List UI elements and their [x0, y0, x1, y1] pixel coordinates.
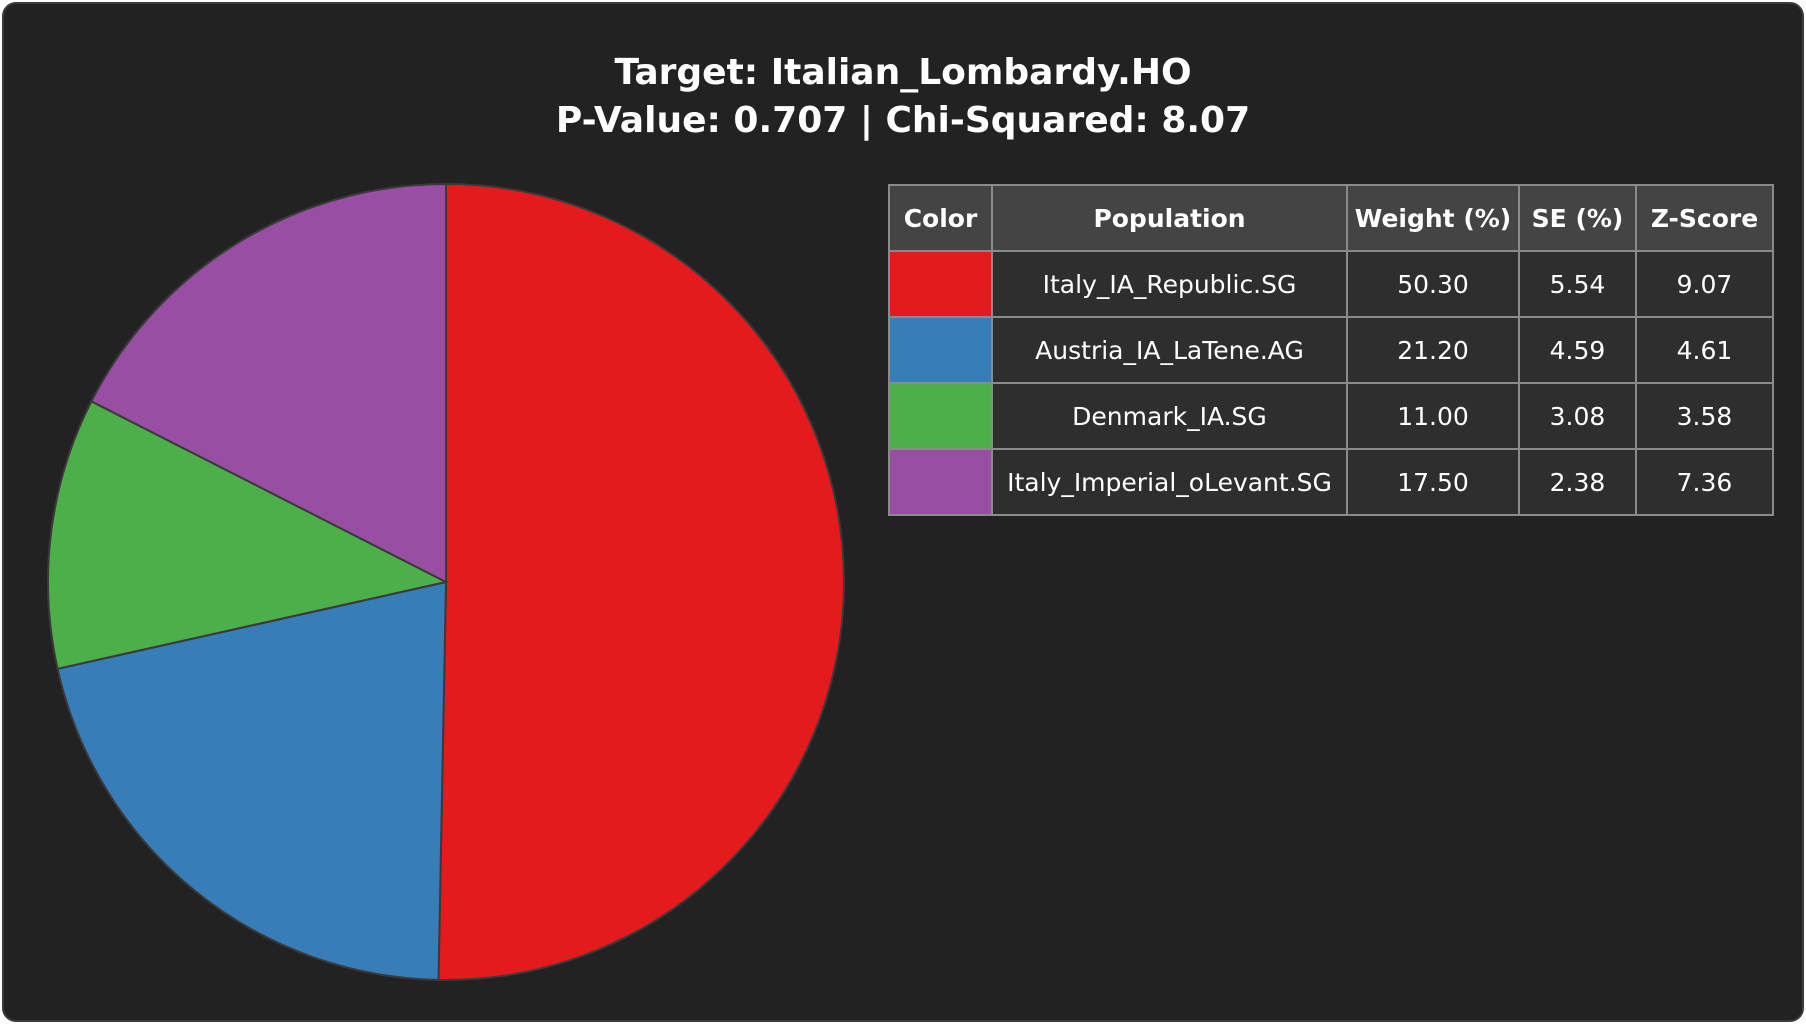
z-score-cell: 9.07	[1635, 250, 1774, 318]
weight-cell: 21.20	[1346, 316, 1520, 384]
z-score-cell: 4.61	[1635, 316, 1774, 384]
z-score-cell: 3.58	[1635, 382, 1774, 450]
chart-subtitle: P-Value: 0.707 | Chi-Squared: 8.07	[555, 100, 1251, 141]
color-swatch	[888, 316, 993, 384]
column-header: Z-Score	[1635, 184, 1774, 252]
se-cell: 3.08	[1518, 382, 1637, 450]
column-header: Weight (%)	[1346, 184, 1520, 252]
table-body: Italy_IA_Republic.SG 50.30 5.54 9.07 Austria…	[888, 250, 1774, 516]
color-swatch	[888, 382, 993, 450]
weight-cell: 11.00	[1346, 382, 1520, 450]
color-swatch	[888, 250, 993, 318]
header-row: Color Population Weight (%) SE (%) Z-Score	[888, 184, 1774, 252]
se-cell: 2.38	[1518, 448, 1637, 516]
population-cell: Austria_IA_LaTene.AG	[991, 316, 1348, 384]
table-row: Italy_IA_Republic.SG 50.30 5.54 9.07	[888, 250, 1774, 318]
population-cell: Italy_IA_Republic.SG	[991, 250, 1348, 318]
population-cell: Denmark_IA.SG	[991, 382, 1348, 450]
color-swatch	[888, 448, 993, 516]
z-score-cell: 7.36	[1635, 448, 1774, 516]
pie-chart	[47, 182, 845, 981]
pie-slice	[47, 399, 449, 671]
legend-table: Color Population Weight (%) SE (%) Z-Score I…	[888, 184, 1774, 516]
column-header: Color	[888, 184, 993, 252]
pie-slice	[90, 182, 447, 584]
column-header: Population	[991, 184, 1348, 252]
table-row: Italy_Imperial_oLevant.SG 17.50 2.38 7.36	[888, 448, 1774, 516]
weight-cell: 17.50	[1346, 448, 1520, 516]
se-cell: 4.59	[1518, 316, 1637, 384]
pie-slice	[437, 182, 845, 981]
pie-slice	[56, 580, 448, 981]
weight-cell: 50.30	[1346, 250, 1520, 318]
column-header: SE (%)	[1518, 184, 1637, 252]
population-cell: Italy_Imperial_oLevant.SG	[991, 448, 1348, 516]
se-cell: 5.54	[1518, 250, 1637, 318]
table-row: Denmark_IA.SG 11.00 3.08 3.58	[888, 382, 1774, 450]
table-row: Austria_IA_LaTene.AG 21.20 4.59 4.61	[888, 316, 1774, 384]
chart-title: Target: Italian_Lombardy.HO	[614, 52, 1192, 93]
